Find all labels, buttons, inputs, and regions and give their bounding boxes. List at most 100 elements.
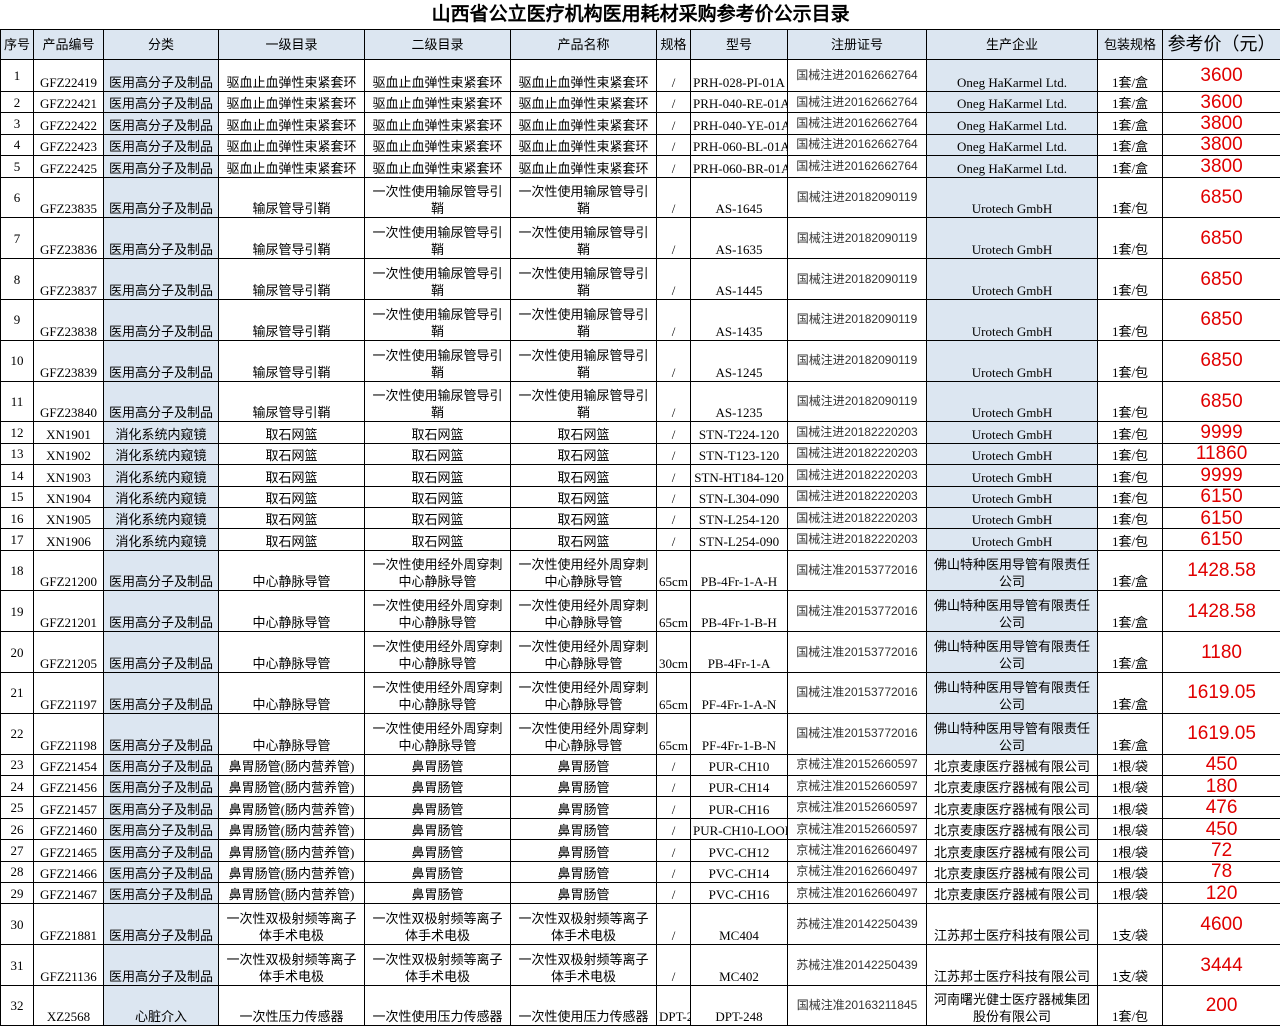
table-cell: 北京麦康医疗器械有限公司 [926, 882, 1098, 905]
table-cell: 一次性双极射频等离子体手术电极 [218, 903, 365, 946]
column-header: 规格 [656, 29, 691, 60]
table-cell: 取石网篮 [218, 464, 365, 487]
table-row: 3 GFZ22422 医用高分子及制品 驱血止血弹性束紧套环 驱血止血弹性束紧套环 驱血止… [0, 112, 1280, 135]
table-cell: 1套/包 [1097, 339, 1163, 382]
table-cell: 3600 [1161, 90, 1280, 114]
table-cell: 1根/袋 [1097, 860, 1163, 884]
table-cell: 国械注准20153772016 [787, 590, 927, 633]
table-cell: 3800 [1161, 155, 1280, 178]
table-row: 13 XN1902 消化系统内窥镜 取石网篮 取石网篮 取石网篮 / STN-T123-120… [0, 442, 1280, 466]
table-cell: GFZ21136 [33, 944, 104, 986]
table-cell: / [656, 944, 691, 986]
table-cell: XN1902 [33, 442, 104, 466]
table-cell: Oneg HaKarmel Ltd. [926, 133, 1098, 157]
table-cell: 驱血止血弹性束紧套环 [364, 59, 511, 92]
table-cell: 8 [0, 258, 34, 300]
table-cell: 医用高分子及制品 [103, 903, 219, 946]
table-cell: 鼻胃肠管 [364, 775, 511, 798]
table-cell: 鼻胃肠管 [510, 796, 657, 819]
table-cell: Urotech GmbH [926, 421, 1098, 444]
table-cell: 输尿管导引鞘 [218, 298, 365, 341]
table-cell: / [656, 258, 691, 300]
table-cell: 1套/盒 [1097, 631, 1163, 674]
table-cell: 京械注准20152660597 [787, 775, 927, 798]
table-cell: / [656, 753, 691, 777]
table-cell: 一次性使用经外周穿刺中心静脉导管 [510, 712, 657, 755]
table-cell: 1套/包 [1097, 217, 1163, 260]
table-cell: 消化系统内窥镜 [103, 528, 219, 551]
table-cell: 1根/袋 [1097, 817, 1163, 841]
table-cell: 取石网篮 [510, 421, 657, 444]
table-cell: GFZ21198 [33, 712, 104, 755]
table-cell: 一次性使用经外周穿刺中心静脉导管 [510, 672, 657, 714]
table-cell: 鼻胃肠管 [364, 860, 511, 884]
table-cell: 佛山特种医用导管有限责任公司 [926, 712, 1098, 755]
table-cell: 15 [0, 485, 34, 508]
table-cell: 一次性使用输尿管导引鞘 [364, 176, 511, 219]
table-cell: / [656, 380, 691, 423]
table-cell: XN1903 [33, 464, 104, 487]
table-cell: 驱血止血弹性束紧套环 [364, 155, 511, 178]
title-row: 山西省公立医疗机构医用耗材采购参考价公示目录 [1, 0, 1280, 30]
table-cell: 京械注准20162660497 [787, 860, 927, 884]
table-cell: 1套/盒 [1097, 112, 1163, 135]
column-header: 一级目录 [218, 29, 365, 60]
table-cell: GFZ21200 [33, 549, 104, 592]
table-cell: PUR-CH16 [690, 796, 788, 819]
table-cell: 医用高分子及制品 [103, 775, 219, 798]
table-cell: 1619.05 [1161, 712, 1280, 755]
table-cell: Urotech GmbH [926, 176, 1098, 219]
table-cell: 65cm [656, 672, 691, 714]
table-cell: 鼻胃肠管 [364, 817, 511, 841]
table-cell: 一次性使用输尿管导引鞘 [364, 380, 511, 423]
table-cell: 1套/包 [1097, 528, 1163, 551]
table-cell: / [656, 90, 691, 114]
table-row: 24 GFZ21456 医用高分子及制品 鼻胃肠管(肠内营养管) 鼻胃肠管 鼻胃肠管 / PU… [0, 775, 1280, 798]
table-cell: 一次性双极射频等离子体手术电极 [510, 944, 657, 986]
table-cell: GFZ22419 [33, 59, 104, 92]
table-row: 22 GFZ21198 医用高分子及制品 中心静脉导管 一次性使用经外周穿刺中心静脉导管… [0, 712, 1280, 755]
table-cell: PRH-060-BR-01A [690, 155, 788, 178]
table-cell: Urotech GmbH [926, 464, 1098, 487]
table-cell: / [656, 903, 691, 946]
table-cell: Oneg HaKarmel Ltd. [926, 155, 1098, 178]
table-cell: 京械注准20162660497 [787, 882, 927, 905]
table-cell: 10 [0, 339, 34, 382]
table-cell: 1180 [1161, 631, 1280, 674]
table-row: 10 GFZ23839 医用高分子及制品 输尿管导引鞘 一次性使用输尿管导引鞘 一次性使用… [0, 339, 1280, 382]
table-cell: 17 [0, 528, 34, 551]
table-cell: 11860 [1161, 442, 1280, 466]
table-cell: 1根/袋 [1097, 775, 1163, 798]
table-cell: 医用高分子及制品 [103, 631, 219, 674]
table-cell: 佛山特种医用导管有限责任公司 [926, 590, 1098, 633]
table-cell: 医用高分子及制品 [103, 590, 219, 633]
table-cell: 4600 [1161, 903, 1280, 946]
column-header: 参考价（元） [1161, 29, 1280, 60]
table-row: 20 GFZ21205 医用高分子及制品 中心静脉导管 一次性使用经外周穿刺中心静脉导管… [0, 631, 1280, 674]
table-cell: 中心静脉导管 [218, 549, 365, 592]
table-cell: 200 [1161, 985, 1280, 1026]
table-cell: 京械注准20152660597 [787, 817, 927, 841]
table-cell: 一次性使用输尿管导引鞘 [510, 258, 657, 300]
table-cell: GFZ22425 [33, 155, 104, 178]
table-cell: 1套/盒 [1097, 133, 1163, 157]
table-cell: DPT-248 [690, 985, 788, 1026]
table-cell: GFZ23836 [33, 217, 104, 260]
table-cell: 国械注进20182090119 [787, 176, 927, 219]
table-cell: GFZ23840 [33, 380, 104, 423]
table-cell: 2 [0, 90, 34, 114]
table-cell: / [656, 112, 691, 135]
table-cell: 医用高分子及制品 [103, 112, 219, 135]
table-cell: 医用高分子及制品 [103, 258, 219, 300]
table-cell: 一次性使用经外周穿刺中心静脉导管 [510, 631, 657, 674]
table-cell: 1428.58 [1161, 590, 1280, 633]
table-cell: 取石网篮 [364, 485, 511, 508]
table-cell: 医用高分子及制品 [103, 176, 219, 219]
table-cell: 鼻胃肠管(肠内营养管) [218, 860, 365, 884]
table-cell: 输尿管导引鞘 [218, 217, 365, 260]
table-cell: STN-T224-120 [690, 421, 788, 444]
table-cell: GFZ21205 [33, 631, 104, 674]
table-cell: 取石网篮 [364, 464, 511, 487]
table-cell: / [656, 442, 691, 466]
